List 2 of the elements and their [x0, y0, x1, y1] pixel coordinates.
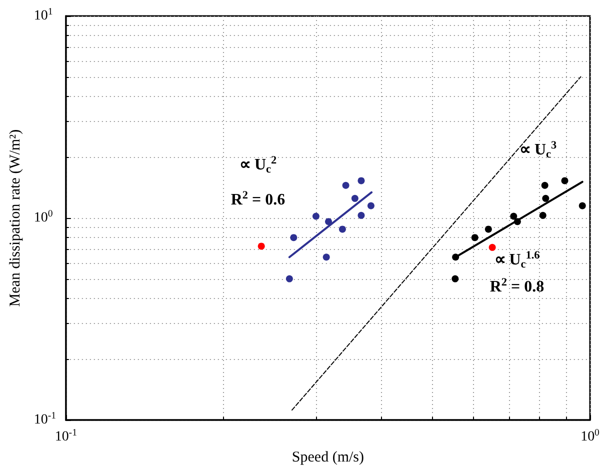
- x-axis-title: Speed (m/s): [292, 450, 364, 466]
- y-axis-title: Mean dissipation rate (W/m²): [8, 129, 24, 307]
